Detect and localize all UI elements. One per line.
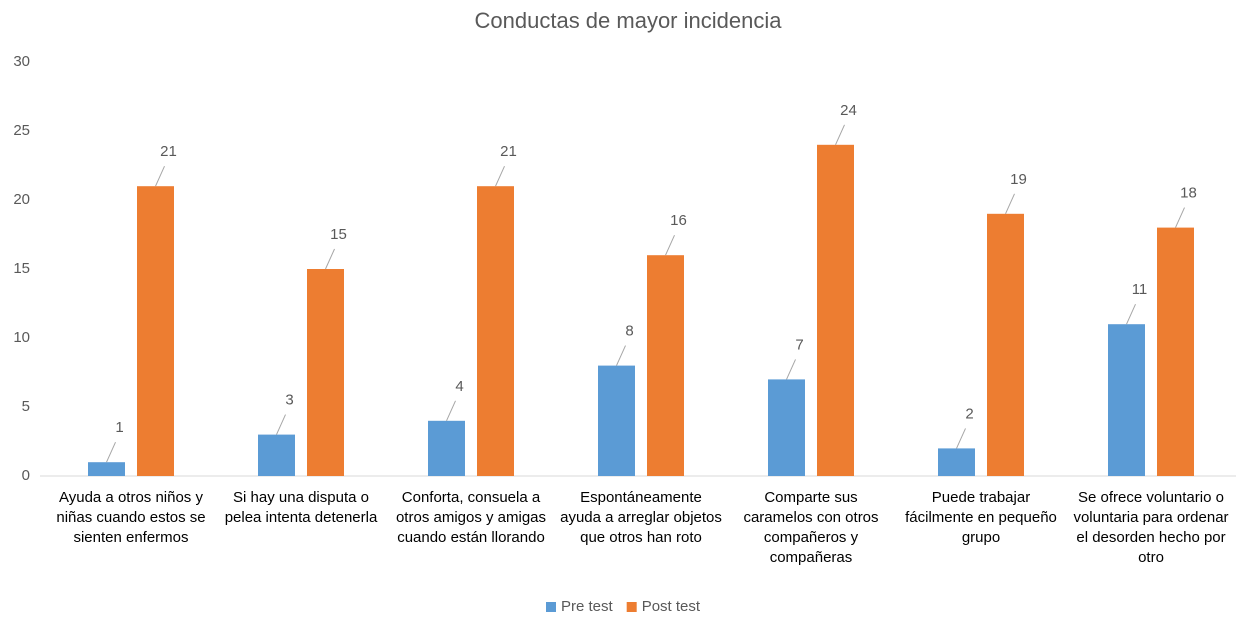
leader-line [106,441,116,463]
legend-label: Pre test [561,598,614,615]
bar [477,186,514,476]
bar [938,448,975,476]
leader-line [325,248,335,270]
leader-line [276,414,286,435]
data-label: 7 [795,336,803,353]
bar [598,365,635,476]
x-tick-label: Puede trabajar fácilmente en pequeño gru… [905,489,1057,546]
data-label: 15 [330,226,347,243]
data-label: 21 [500,143,517,160]
data-label: 3 [285,392,293,409]
y-tick-label: 10 [13,329,30,346]
data-label: 2 [965,405,973,422]
bar [137,186,174,476]
y-tick-label: 20 [13,191,30,208]
leader-line [665,234,675,256]
data-label: 11 [1132,281,1148,298]
bar [258,434,295,476]
y-tick-label: 25 [13,122,30,139]
y-tick-label: 15 [13,260,30,277]
bar [307,269,344,476]
leader-line [616,345,626,366]
data-label: 16 [670,212,687,229]
leader-line [1005,193,1015,215]
leader-line [495,165,505,187]
leader-line [1175,207,1185,228]
data-label: 24 [840,102,857,119]
data-label: 19 [1010,171,1027,188]
bar [768,379,805,476]
chart-title: Conductas de mayor incidencia [475,8,783,33]
leader-line [1126,303,1136,325]
leader-line [786,359,796,380]
data-label: 4 [455,378,463,395]
bar [817,144,854,477]
legend-swatch [546,602,556,612]
bar [987,213,1024,477]
x-tick-label: Espontáneamente ayuda a arreglar objetos… [560,489,722,546]
x-tick-label: Ayuda a otros niños y niñas cuando estos… [56,489,206,546]
bar [88,462,125,476]
y-tick-label: 5 [22,398,30,415]
bar [647,255,684,476]
bar [1157,227,1194,476]
leader-line [835,124,845,146]
bar [1108,324,1145,476]
x-tick-label: Comparte sus caramelos con otros compañe… [743,489,879,566]
data-label: 8 [625,323,633,340]
x-tick-label: Si hay una disputa o pelea intenta deten… [224,489,378,526]
legend-swatch [626,602,637,612]
legend-label: Post test [642,598,701,615]
y-tick-label: 0 [22,467,30,484]
y-tick-label: 30 [13,53,30,70]
data-label: 21 [160,143,177,160]
data-label: 18 [1180,185,1197,202]
x-tick-label: Conforta, consuela a otros amigos y amig… [395,489,547,546]
leader-line [155,165,165,187]
bar [428,420,465,476]
leader-line [446,400,456,422]
data-label: 1 [115,419,123,436]
x-tick-label: Se ofrece voluntario o voluntaria para o… [1073,489,1229,566]
leader-line [956,428,966,449]
